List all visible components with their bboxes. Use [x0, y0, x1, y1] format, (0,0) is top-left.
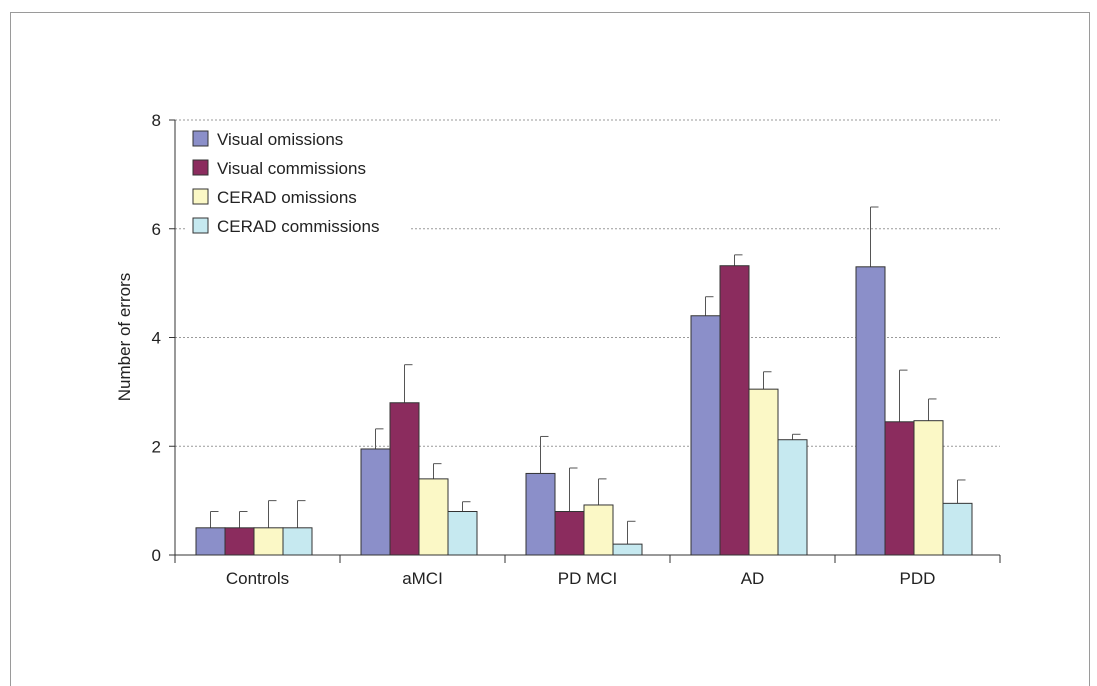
bar: [612, 543, 643, 556]
bar: [748, 388, 779, 556]
x-tick-label: PD MCI: [558, 569, 618, 588]
x-ticks: Controls aMCI PD MCI AD PDD: [174, 555, 1001, 588]
bar: [583, 504, 614, 556]
legend-label: CERAD omissions: [217, 188, 357, 207]
y-tick-label: 0: [152, 546, 161, 565]
y-tick-label: 8: [152, 111, 161, 130]
x-tick-label: AD: [741, 569, 765, 588]
bar: [884, 421, 915, 556]
bar: [253, 527, 284, 556]
bar: [525, 472, 556, 556]
bar: [719, 265, 750, 556]
legend-background: [187, 125, 409, 243]
bar: [777, 439, 808, 556]
bar: [418, 478, 449, 556]
y-ticks: 0 2 4 6 8: [152, 111, 175, 565]
x-tick-label: Controls: [226, 569, 289, 588]
x-tick-label: PDD: [900, 569, 936, 588]
legend-swatch: [192, 130, 209, 147]
figure-frame: [10, 12, 1090, 686]
bar: [282, 527, 313, 556]
bar: [855, 266, 886, 556]
legend-label: Visual commissions: [217, 159, 366, 178]
legend-swatch: [192, 217, 209, 234]
bar: [389, 402, 420, 556]
legend-label: Visual omissions: [217, 130, 343, 149]
legend-swatch: [192, 159, 209, 176]
bar: [360, 448, 391, 556]
bar: [913, 420, 944, 556]
bar: [447, 511, 478, 556]
y-tick-label: 2: [152, 437, 161, 456]
bar: [195, 527, 226, 556]
y-tick-label: 6: [152, 220, 161, 239]
y-tick-label: 4: [152, 329, 161, 348]
bars: [195, 206, 973, 556]
bar: [554, 511, 585, 556]
legend-swatch: [192, 188, 209, 205]
bar: [690, 315, 721, 556]
y-axis-label: Number of errors: [115, 273, 134, 401]
legend: Visual omissions Visual commissions CERAD …: [187, 125, 409, 243]
bar: [942, 502, 973, 556]
legend-label: CERAD commissions: [217, 217, 379, 236]
bar: [224, 527, 255, 556]
x-tick-label: aMCI: [402, 569, 443, 588]
